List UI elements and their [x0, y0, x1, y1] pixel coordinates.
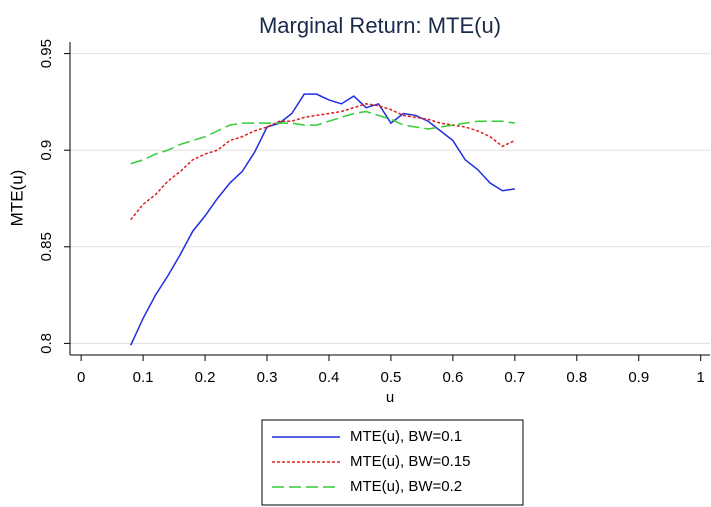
- legend-label: MTE(u), BW=0.15: [350, 453, 470, 470]
- series-line: [130, 103, 516, 221]
- x-tick-label: 1: [697, 369, 705, 386]
- y-tick-label: 0.95: [38, 39, 55, 68]
- y-tick-label: 0.8: [38, 333, 55, 354]
- x-tick-label: 0.9: [628, 369, 649, 386]
- legend-label: MTE(u), BW=0.2: [350, 478, 462, 495]
- legend-label: MTE(u), BW=0.1: [350, 428, 462, 445]
- x-tick-label: 0.2: [195, 369, 216, 386]
- series-line: [130, 93, 515, 346]
- chart-title: Marginal Return: MTE(u): [259, 13, 501, 38]
- y-tick-label: 0.85: [38, 232, 55, 261]
- x-tick-label: 0.8: [566, 369, 587, 386]
- x-tick-label: 0.1: [133, 369, 154, 386]
- x-tick-label: 0: [77, 369, 85, 386]
- x-axis-label: u: [386, 389, 394, 406]
- series-line: [130, 110, 515, 165]
- legend-box: [261, 419, 524, 506]
- x-tick-label: 0.6: [442, 369, 463, 386]
- x-tick-label: 0.4: [319, 369, 340, 386]
- x-tick-label: 0.5: [380, 369, 401, 386]
- y-axis-label: MTE(u): [7, 170, 26, 227]
- x-tick-label: 0.3: [257, 369, 278, 386]
- x-tick-label: 0.7: [504, 369, 525, 386]
- y-tick-label: 0.9: [38, 140, 55, 161]
